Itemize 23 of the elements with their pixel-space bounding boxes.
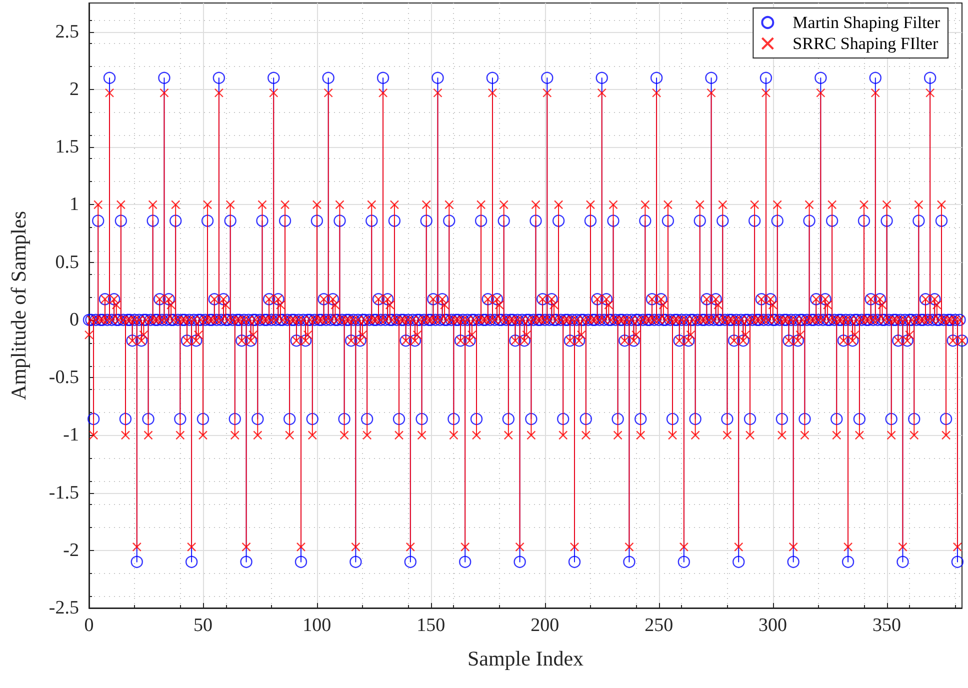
legend-label: Martin Shaping Filter [792,13,940,32]
y-tick-label: 0.5 [55,252,79,273]
y-axis-title: Amplitude of Samples [6,211,30,400]
x-tick-label: 200 [530,615,560,636]
x-tick-label: 150 [416,615,446,636]
x-axis-title: Sample Index [467,646,584,670]
y-tick-label: 0 [70,309,79,330]
x-tick-label: 250 [644,615,674,636]
y-tick-label: 2.5 [55,21,79,42]
y-tick-label: 1 [70,194,79,216]
y-tick-label: -1.5 [48,482,79,504]
y-tick-label: -1 [63,424,79,446]
legend-label: SRRC Shaping FIlter [792,34,938,53]
x-tick-label: 0 [84,615,94,636]
y-tick-label: 2 [70,78,79,100]
x-tick-label: 300 [758,615,788,636]
x-tick-label: 100 [302,615,332,636]
y-tick-label: -2 [63,540,79,561]
y-tick-label: 1.5 [55,136,79,158]
x-tick-label: 50 [193,615,212,636]
y-tick-label: -0.5 [48,367,79,388]
y-tick-label: -2.5 [48,598,79,618]
x-tick-label: 350 [872,615,902,636]
